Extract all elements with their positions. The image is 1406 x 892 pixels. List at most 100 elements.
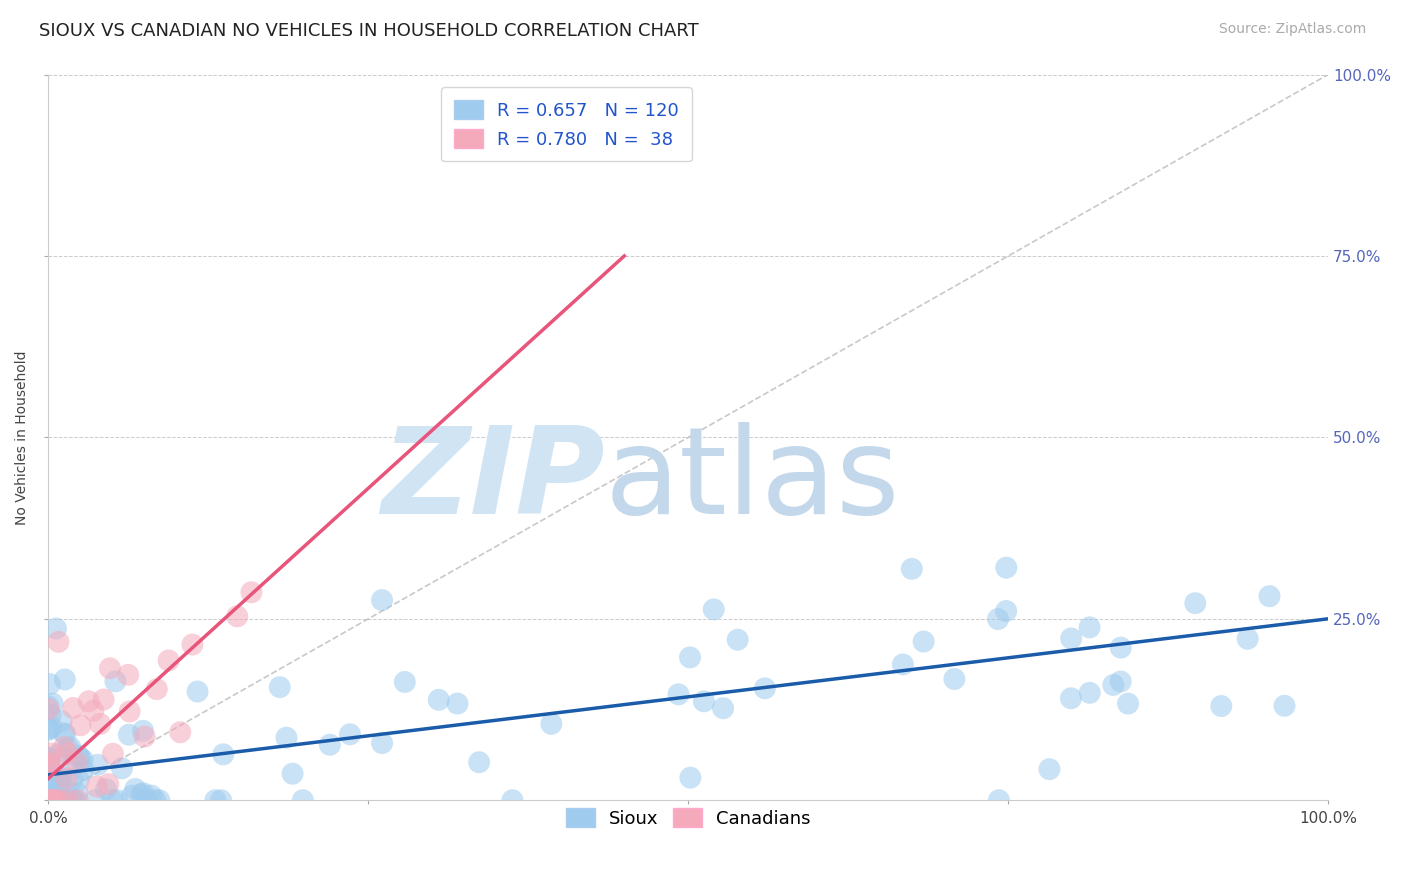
Point xyxy=(39,708,62,723)
Point xyxy=(49,773,72,788)
Point xyxy=(427,693,450,707)
Point xyxy=(45,622,67,636)
Point xyxy=(77,694,100,708)
Point xyxy=(69,718,91,732)
Point xyxy=(132,723,155,738)
Point xyxy=(38,780,60,795)
Point xyxy=(679,771,702,785)
Point xyxy=(82,704,104,718)
Point xyxy=(49,793,72,807)
Point xyxy=(49,779,72,793)
Point xyxy=(394,675,416,690)
Point xyxy=(157,653,180,667)
Point xyxy=(37,723,59,737)
Point xyxy=(446,697,468,711)
Point xyxy=(124,781,146,796)
Point xyxy=(281,766,304,780)
Point xyxy=(45,768,67,782)
Point xyxy=(41,720,63,734)
Point xyxy=(98,661,121,675)
Point xyxy=(46,793,69,807)
Point xyxy=(540,716,562,731)
Point xyxy=(371,593,394,607)
Point xyxy=(943,672,966,686)
Point xyxy=(41,772,63,787)
Point xyxy=(39,793,62,807)
Point xyxy=(38,756,60,770)
Point xyxy=(1078,620,1101,634)
Point xyxy=(55,772,77,786)
Point xyxy=(58,741,80,756)
Point xyxy=(53,673,76,687)
Point xyxy=(104,674,127,689)
Point xyxy=(339,727,361,741)
Point xyxy=(987,793,1010,807)
Point xyxy=(62,793,84,807)
Point xyxy=(754,681,776,696)
Point xyxy=(53,727,76,741)
Point xyxy=(1258,589,1281,603)
Point xyxy=(141,789,163,803)
Point xyxy=(55,793,77,807)
Point xyxy=(51,793,73,807)
Point xyxy=(39,793,62,807)
Point xyxy=(101,747,124,761)
Point xyxy=(134,730,156,744)
Point xyxy=(42,792,65,806)
Y-axis label: No Vehicles in Household: No Vehicles in Household xyxy=(15,351,30,524)
Point xyxy=(1078,686,1101,700)
Point xyxy=(37,793,59,807)
Point xyxy=(37,702,59,716)
Point xyxy=(53,740,76,755)
Point xyxy=(41,697,63,711)
Point xyxy=(1102,678,1125,692)
Point xyxy=(1211,699,1233,714)
Point xyxy=(86,780,108,794)
Point xyxy=(204,793,226,807)
Point xyxy=(1060,632,1083,646)
Point xyxy=(276,731,298,745)
Point xyxy=(62,753,84,767)
Point xyxy=(693,694,716,708)
Point xyxy=(111,761,134,775)
Point xyxy=(63,793,86,807)
Point xyxy=(371,736,394,750)
Point xyxy=(39,757,62,772)
Point xyxy=(38,752,60,766)
Point xyxy=(291,793,314,807)
Text: ZIP: ZIP xyxy=(381,423,605,540)
Point xyxy=(39,770,62,784)
Point xyxy=(87,757,110,772)
Point xyxy=(66,786,89,800)
Point xyxy=(48,747,70,761)
Point xyxy=(89,717,111,731)
Point xyxy=(42,772,65,786)
Point xyxy=(38,751,60,765)
Point xyxy=(209,793,232,807)
Point xyxy=(84,793,107,807)
Point xyxy=(186,684,208,698)
Point xyxy=(37,793,59,807)
Point xyxy=(53,726,76,740)
Point xyxy=(39,793,62,807)
Point xyxy=(44,793,66,807)
Point xyxy=(148,793,170,807)
Point xyxy=(56,793,79,807)
Point xyxy=(62,701,84,715)
Point xyxy=(226,609,249,624)
Point xyxy=(48,793,70,807)
Point xyxy=(55,793,77,807)
Point xyxy=(67,748,90,763)
Point xyxy=(66,793,89,807)
Point xyxy=(169,725,191,739)
Point xyxy=(41,793,63,807)
Point xyxy=(67,772,90,787)
Point xyxy=(668,687,690,701)
Point xyxy=(105,793,128,807)
Point xyxy=(118,728,141,742)
Point xyxy=(1060,691,1083,706)
Point xyxy=(727,632,749,647)
Point xyxy=(995,560,1018,574)
Point xyxy=(269,680,291,694)
Point xyxy=(49,793,72,807)
